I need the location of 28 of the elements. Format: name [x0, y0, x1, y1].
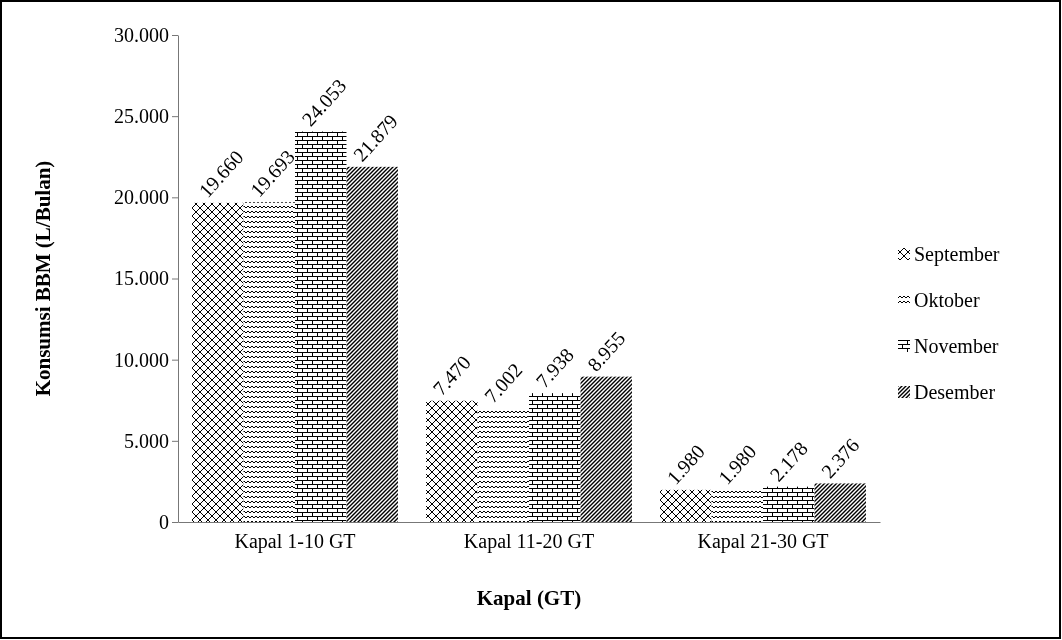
bar [426, 400, 478, 522]
y-tick-label: 0 [159, 510, 169, 533]
bar [346, 166, 398, 522]
bar [192, 202, 244, 522]
legend-label: September [914, 243, 1000, 266]
y-tick-label: 30.000 [114, 23, 169, 46]
y-axis-title: Konsumsi BBM (L/Bulan) [31, 160, 55, 397]
bar [580, 376, 632, 522]
bar [295, 131, 347, 522]
x-tick-label: Kapal 21-30 GT [697, 530, 829, 554]
x-tick-label: Kapal 11-20 GT [463, 530, 595, 554]
bar [660, 489, 712, 522]
bar [711, 489, 763, 522]
bar [814, 483, 866, 522]
y-tick-label: 5.000 [124, 429, 169, 452]
bar [763, 486, 815, 522]
bar [529, 393, 581, 522]
x-axis-title: Kapal (GT) [476, 586, 582, 610]
y-tick-label: 10.000 [114, 348, 169, 371]
y-tick-label: 15.000 [114, 267, 169, 290]
legend-label: Oktober [914, 289, 980, 311]
y-tick-label: 25.000 [114, 105, 169, 128]
legend-label: Desember [914, 381, 996, 403]
legend-label: November [914, 335, 999, 357]
y-tick-label: 20.000 [114, 186, 169, 209]
x-tick-label: Kapal 1-10 GT [234, 530, 356, 554]
bar [477, 408, 529, 522]
bar [243, 202, 295, 522]
